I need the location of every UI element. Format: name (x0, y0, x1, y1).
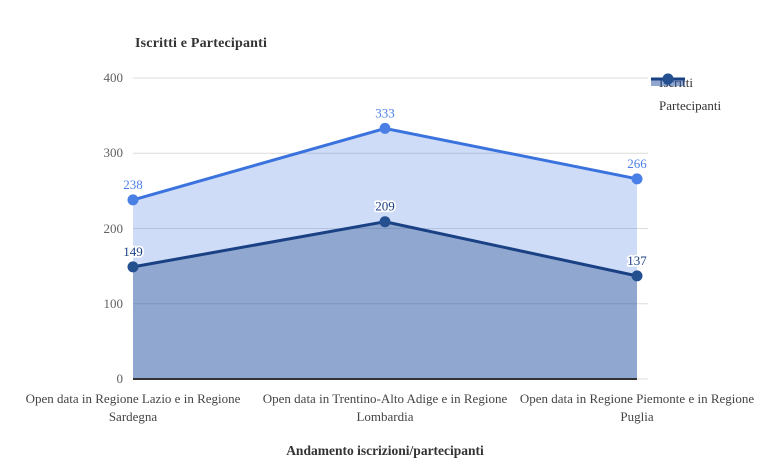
y-tick-200: 200 (103, 220, 124, 236)
value-label-iscritti-0: 238 (123, 177, 143, 192)
legend-label: Partecipanti (659, 97, 722, 113)
category-label-1: Open data in Trentino-Alto Adige e in Re… (262, 391, 508, 425)
y-tick-0: 0 (116, 371, 124, 386)
point-iscritti-2[interactable] (631, 173, 643, 185)
y-tick-300: 300 (103, 145, 124, 161)
value-label-partecipanti-2: 137 (627, 253, 647, 268)
chart-title: Iscritti e Partecipanti (135, 36, 268, 51)
value-label-iscritti-1: 333 (375, 105, 395, 120)
point-partecipanti-0[interactable] (127, 261, 139, 273)
value-label-partecipanti-1: 209 (375, 199, 395, 214)
point-partecipanti-2[interactable] (631, 270, 643, 282)
legend-swatch-icon (651, 73, 685, 86)
value-label-iscritti-2: 266 (627, 156, 647, 171)
legend-item-partecipanti[interactable]: Partecipanti (651, 73, 722, 117)
category-label-0: Open data in Regione Lazio e in Regione … (25, 391, 241, 425)
category-label-2: Open data in Regione Piemonte e in Regio… (519, 391, 755, 425)
point-iscritti-0[interactable] (127, 194, 139, 206)
area-iscritti (133, 128, 637, 379)
area-partecipanti (133, 221, 637, 379)
point-partecipanti-1[interactable] (379, 216, 391, 228)
x-axis-title: Andamento iscrizioni/partecipanti (286, 443, 484, 458)
value-label-partecipanti-0: 149 (123, 244, 143, 259)
y-tick-400: 400 (103, 70, 124, 85)
legend: IscrittiPartecipanti (651, 71, 721, 117)
point-iscritti-1[interactable] (379, 122, 391, 134)
y-tick-100: 100 (103, 295, 124, 311)
